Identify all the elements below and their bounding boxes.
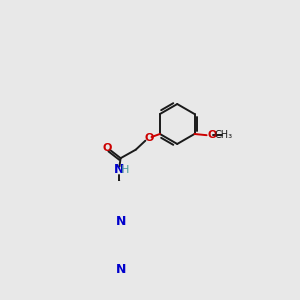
Text: N: N xyxy=(116,263,126,276)
Text: N: N xyxy=(116,214,126,228)
Text: O: O xyxy=(208,130,217,140)
Text: O: O xyxy=(103,143,112,153)
Text: O: O xyxy=(144,133,154,143)
Text: CH₃: CH₃ xyxy=(214,130,232,140)
Text: H: H xyxy=(121,165,129,175)
Text: N: N xyxy=(114,163,124,176)
